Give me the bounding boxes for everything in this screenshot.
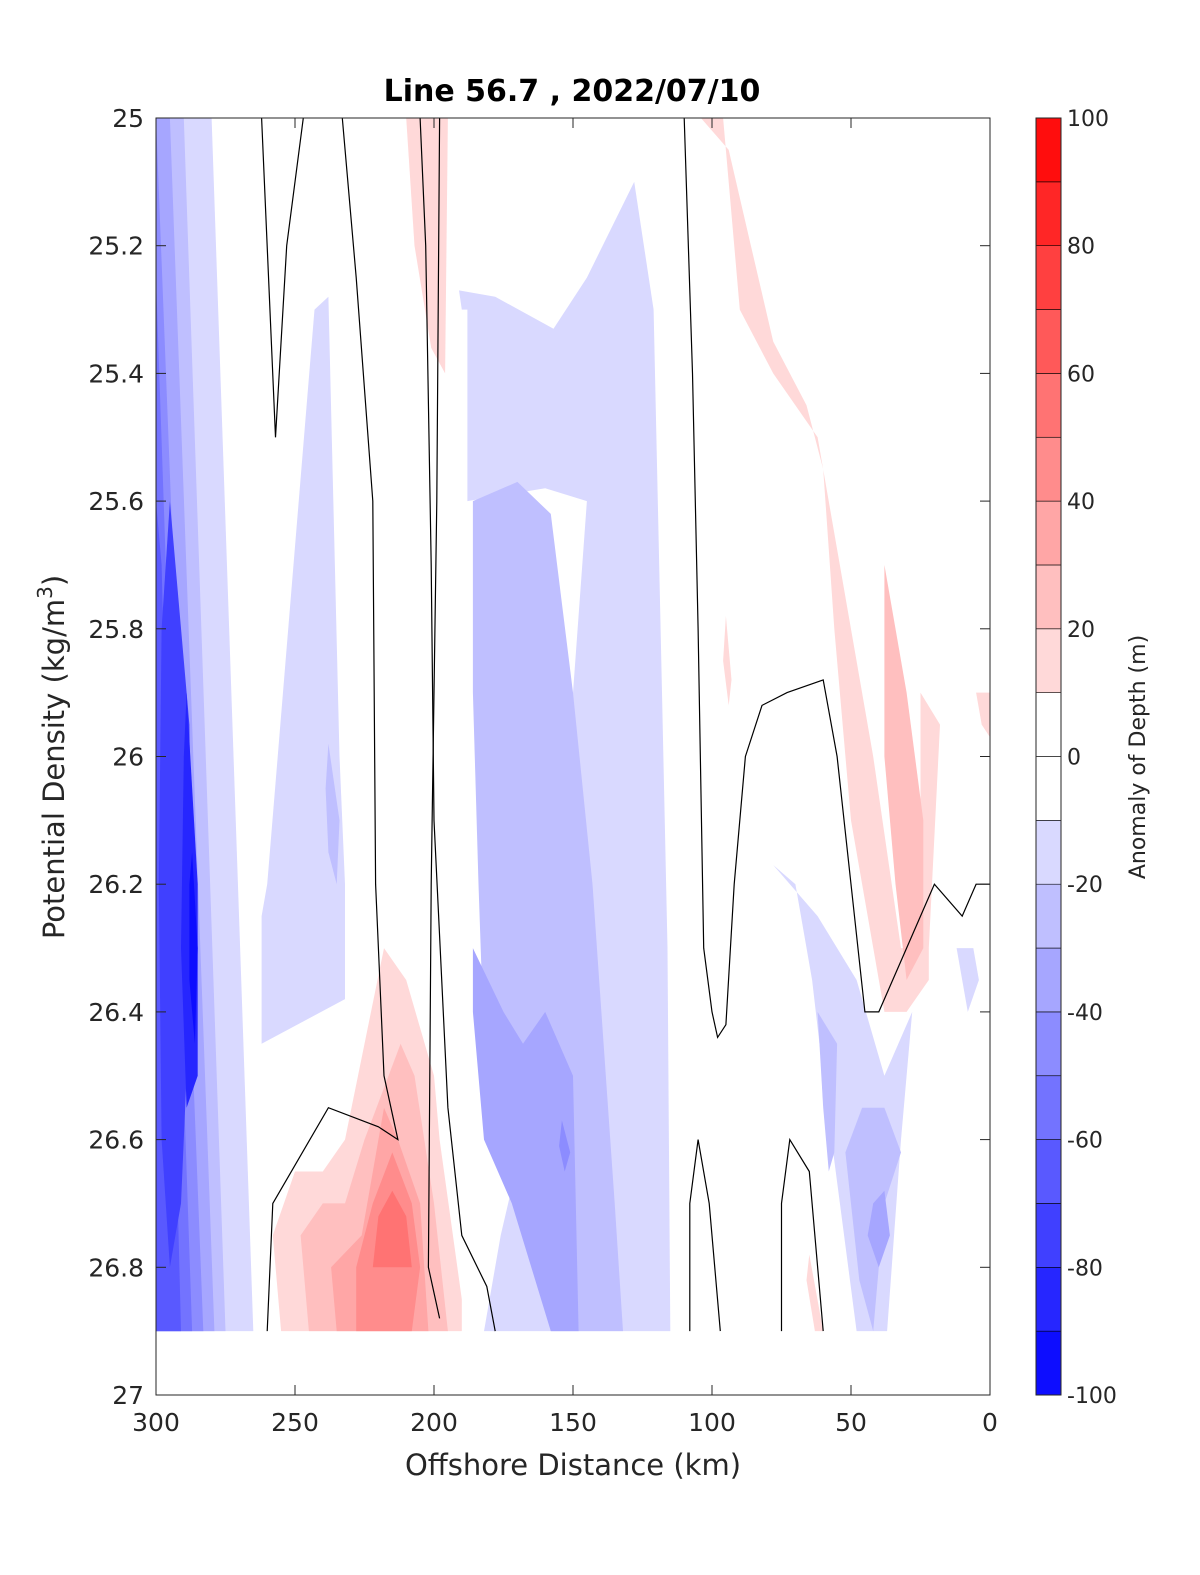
zero-contour-6 xyxy=(780,1137,824,1332)
x-tick-label-2: 200 xyxy=(410,1408,458,1437)
colorbar-bin-17 xyxy=(1035,245,1062,310)
contour-region-13 xyxy=(472,948,579,1332)
contour-region-24 xyxy=(976,692,990,738)
x-tick-label-1: 250 xyxy=(271,1408,319,1437)
colorbar-bin-10 xyxy=(1035,692,1062,757)
y-tick-label-0: 25 xyxy=(112,104,144,133)
colorbar-bin-4 xyxy=(1035,1075,1062,1140)
y-tick-label-10: 27 xyxy=(112,1381,144,1410)
contour-region-23 xyxy=(723,616,732,706)
zero-contour-1 xyxy=(266,117,399,1332)
x-tick-label-0: 300 xyxy=(132,1408,180,1437)
colorbar: 100 80 60 40 20 0 -20 -40 -60 -80 -100 xyxy=(1035,107,1117,1409)
colorbar-bin-5 xyxy=(1035,1011,1062,1077)
zero-contour-4 xyxy=(683,117,990,1039)
contour-region-14 xyxy=(559,1120,571,1172)
zero-contour-5 xyxy=(689,1139,721,1332)
y-tick-label-3: 25.6 xyxy=(88,487,144,516)
contour-region-9 xyxy=(261,296,345,1044)
contour-region-20 xyxy=(406,118,448,374)
colorbar-tick-label-7: -40 xyxy=(1067,1001,1103,1026)
contour-region-22 xyxy=(884,564,924,980)
colorbar-tick-label-6: -20 xyxy=(1067,873,1103,898)
contour-region-11 xyxy=(459,181,671,1332)
y-tick-label-2: 25.4 xyxy=(88,359,144,388)
colorbar-bin-6 xyxy=(1035,947,1062,1013)
y-tick-label-7: 26.4 xyxy=(88,998,144,1027)
colorbar-bin-1 xyxy=(1035,1267,1062,1332)
y-tick-label-1: 25.2 xyxy=(88,232,144,261)
y-axis: 25 25.2 25.4 25.6 25.8 26 26.2 26.4 26.6 26.8 27 xyxy=(88,104,990,1410)
y-tick-label-6: 26.2 xyxy=(88,870,144,899)
colorbar-tick-label-0: 100 xyxy=(1067,107,1109,132)
colorbar-tick-label-10: -100 xyxy=(1067,1384,1117,1409)
x-tick-label-5: 50 xyxy=(835,1408,867,1437)
colorbar-bin-0 xyxy=(1035,1330,1062,1396)
colorbar-bin-11 xyxy=(1035,628,1062,693)
x-axis-label: Offshore Distance (km) xyxy=(405,1448,741,1482)
y-tick-label-5: 26 xyxy=(112,743,144,772)
contour-region-18 xyxy=(867,1190,890,1268)
contour-region-16 xyxy=(817,1011,838,1172)
x-tick-label-6: 0 xyxy=(982,1408,998,1437)
colorbar-tick-label-3: 40 xyxy=(1067,490,1095,515)
colorbar-bin-15 xyxy=(1035,373,1062,438)
y-tick-label-8: 26.6 xyxy=(88,1126,144,1155)
colorbar-tick-label-8: -60 xyxy=(1067,1129,1103,1154)
contour-fills xyxy=(156,118,990,1332)
x-tick-label-4: 100 xyxy=(688,1408,736,1437)
chart-title: Line 56.7 , 2022/07/10 xyxy=(384,74,761,109)
colorbar-tick-label-5: 0 xyxy=(1067,746,1081,771)
contour-region-21 xyxy=(700,118,940,1012)
colorbar-bin-13 xyxy=(1035,500,1062,566)
colorbar-bin-8 xyxy=(1035,820,1062,885)
contour-region-6 xyxy=(158,501,193,1268)
colorbar-bin-16 xyxy=(1035,309,1062,374)
colorbar-bin-14 xyxy=(1035,436,1062,502)
zero-contour-0 xyxy=(261,117,304,438)
colorbar-tick-label-9: -80 xyxy=(1067,1256,1103,1281)
colorbar-frame xyxy=(1035,117,1062,1396)
colorbar-bin-9 xyxy=(1035,756,1062,821)
colorbar-bin-2 xyxy=(1035,1203,1062,1268)
zero-contour-3 xyxy=(419,117,496,1332)
colorbar-tick-label-2: 60 xyxy=(1067,362,1095,387)
colorbar-tick-label-1: 80 xyxy=(1067,235,1095,260)
contour-region-30 xyxy=(372,1190,412,1268)
colorbar-bin-18 xyxy=(1035,181,1062,247)
y-tick-label-4: 25.8 xyxy=(88,615,144,644)
colorbar-bin-12 xyxy=(1035,564,1062,630)
contour-region-8 xyxy=(189,852,198,1044)
colorbar-bin-3 xyxy=(1035,1139,1062,1204)
colorbar-tick-label-4: 20 xyxy=(1067,618,1095,643)
x-tick-label-3: 150 xyxy=(549,1408,597,1437)
colorbar-bin-19 xyxy=(1035,117,1062,183)
contour-region-25 xyxy=(806,1254,824,1332)
zero-contour-lines xyxy=(261,117,990,1332)
colorbar-bin-7 xyxy=(1035,883,1062,949)
y-tick-label-9: 26.8 xyxy=(88,1253,144,1282)
y-axis-label: Potential Density (kg/m3) xyxy=(33,575,71,939)
contour-region-19 xyxy=(956,948,979,1012)
x-axis: 300 250 200 150 100 50 0 xyxy=(132,118,998,1437)
contour-region-10 xyxy=(325,743,340,885)
zero-contour-2 xyxy=(427,117,441,1319)
colorbar-label: Anomaly of Depth (m) xyxy=(1126,635,1151,879)
